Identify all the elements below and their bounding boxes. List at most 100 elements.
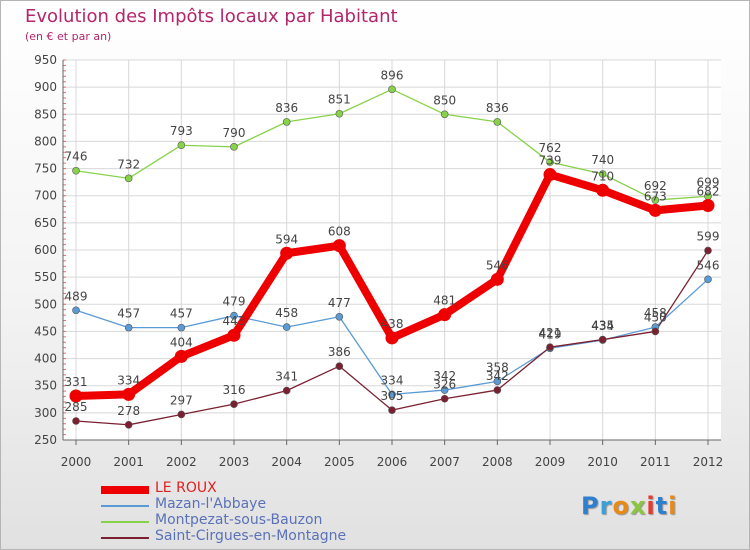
data-point <box>174 349 188 363</box>
data-label: 434 <box>591 319 614 333</box>
data-point <box>230 311 238 320</box>
data-label: 458 <box>644 306 667 320</box>
y-tick-label: 400 <box>34 352 57 366</box>
data-label: 326 <box>433 378 456 392</box>
data-point <box>124 420 133 429</box>
legend-swatch <box>101 486 149 494</box>
y-tick-label: 300 <box>34 406 57 420</box>
x-tick-label: 2012 <box>693 455 724 469</box>
data-point <box>388 406 396 414</box>
y-tick-label: 650 <box>34 216 57 230</box>
data-point <box>124 323 133 332</box>
data-label: 896 <box>381 68 404 82</box>
data-label: 341 <box>275 370 298 384</box>
data-point <box>282 323 291 331</box>
data-point <box>543 168 557 182</box>
data-point <box>230 143 238 151</box>
proxiti-logo: Proxiti <box>581 492 677 520</box>
data-label: 762 <box>539 141 562 155</box>
data-label: 836 <box>275 101 298 115</box>
legend-swatch <box>101 537 149 539</box>
data-label: 342 <box>433 369 456 383</box>
data-label: 458 <box>275 306 298 320</box>
x-tick-label: 2002 <box>166 455 197 469</box>
y-tick-label: 550 <box>34 270 57 284</box>
x-tick-label: 2001 <box>113 455 144 469</box>
x-tick-label: 2011 <box>640 455 671 469</box>
data-label: 790 <box>223 126 246 140</box>
x-tick-label: 2008 <box>482 455 513 469</box>
data-label: 285 <box>65 400 88 414</box>
y-tick-label: 250 <box>34 433 57 447</box>
data-label: 435 <box>591 319 614 333</box>
data-point <box>440 394 449 403</box>
data-label: 746 <box>65 150 88 164</box>
data-label: 546 <box>697 258 720 272</box>
legend-swatch <box>101 505 149 507</box>
data-point <box>124 174 133 183</box>
data-label: 278 <box>117 404 140 418</box>
data-point <box>490 272 504 286</box>
data-point <box>335 109 344 118</box>
y-tick-label: 600 <box>34 243 57 257</box>
data-label: 404 <box>170 335 193 349</box>
x-tick-label: 2005 <box>324 455 355 469</box>
legend-label: LE ROUX <box>155 480 217 496</box>
data-point <box>596 183 610 197</box>
data-label: 331 <box>65 375 88 389</box>
data-point <box>651 327 660 336</box>
data-point <box>704 246 712 255</box>
data-point <box>598 335 607 344</box>
data-label: 836 <box>486 101 509 115</box>
x-tick-label: 2000 <box>61 455 92 469</box>
logo-letter: x <box>629 492 647 520</box>
data-label: 793 <box>170 124 193 138</box>
data-point <box>651 196 660 204</box>
data-point <box>440 110 449 119</box>
data-label: 692 <box>644 179 667 193</box>
data-point <box>227 328 241 342</box>
data-point <box>335 312 344 321</box>
data-label: 850 <box>433 93 456 107</box>
logo-letter: P <box>581 492 600 520</box>
data-label: 477 <box>328 296 351 310</box>
y-tick-label: 750 <box>34 162 57 176</box>
data-label: 739 <box>539 154 562 168</box>
data-point <box>385 331 399 345</box>
data-label: 682 <box>697 184 720 198</box>
data-point <box>598 170 607 178</box>
data-label: 673 <box>644 189 667 203</box>
data-point <box>72 417 80 425</box>
data-label: 334 <box>117 373 140 387</box>
data-label: 450 <box>644 310 667 324</box>
x-tick-label: 2010 <box>587 455 618 469</box>
data-point <box>332 239 346 253</box>
data-point <box>282 118 291 126</box>
data-point <box>282 386 291 395</box>
data-label: 599 <box>697 230 720 244</box>
data-point <box>704 275 712 284</box>
y-tick-label: 950 <box>34 53 57 67</box>
x-tick-label: 2009 <box>535 455 566 469</box>
logo-letter: t <box>655 492 669 520</box>
logo-letter: o <box>612 492 630 520</box>
data-label: 740 <box>591 153 614 167</box>
data-point <box>177 141 186 150</box>
data-label: 316 <box>223 383 246 397</box>
data-label: 608 <box>328 225 351 239</box>
data-point <box>69 389 83 403</box>
data-point <box>438 308 452 322</box>
data-point <box>546 343 554 351</box>
data-label: 594 <box>275 232 298 246</box>
logo-letter: i <box>668 492 678 520</box>
data-point <box>648 203 662 217</box>
legend-label: Montpezat-sous-Bauzon <box>155 512 323 528</box>
data-point <box>493 377 502 386</box>
data-point <box>493 386 502 394</box>
data-point <box>546 158 554 166</box>
data-label: 481 <box>433 294 456 308</box>
y-tick-label: 900 <box>34 80 57 94</box>
data-label: 546 <box>486 258 509 272</box>
data-point <box>177 410 186 419</box>
